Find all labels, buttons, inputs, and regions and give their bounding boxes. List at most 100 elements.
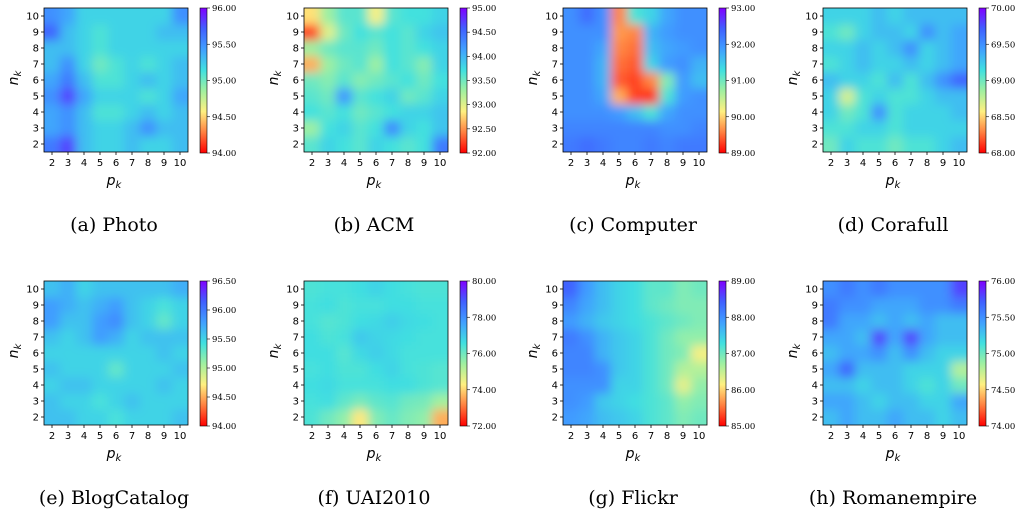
heatmap-cell [903,56,920,73]
heatmap-cell [416,393,433,410]
heatmap-cell [643,24,660,41]
heatmap-cell [823,8,840,25]
y-tick-label: 9 [552,28,558,39]
heatmap-cell [352,40,369,57]
x-tick-label: 7 [389,158,395,169]
heatmap-cell [76,24,93,41]
heatmap-cell [124,40,141,57]
heatmap-cell [400,72,417,89]
heatmap-cell [643,345,660,362]
heatmap-cell [384,72,401,89]
heatmap-cell [400,40,417,57]
heatmap-cell [124,377,141,394]
heatmap-cell [627,297,644,314]
heatmap-cell [416,104,433,121]
heatmap-cell [871,297,888,314]
heatmap-cell [336,104,353,121]
heatmap-cell [855,329,872,346]
heatmap-cell [60,409,77,425]
heatmap-cell [368,345,385,362]
x-tick-label: 2 [568,431,574,442]
colorbar-tick-label: 91.00 [731,77,755,87]
heatmap-cell [903,88,920,105]
heatmap-cell [304,120,321,137]
colorbar-tick-label: 94.00 [472,52,496,62]
heatmap-cell [871,409,888,425]
heatmap-cell [44,136,61,152]
heatmap-cell [903,24,920,41]
heatmap-cell [823,136,840,152]
heatmap-cell [611,8,628,25]
heatmap-cell [563,377,580,394]
heatmap-cell [691,72,707,89]
heatmap-cell [76,120,93,137]
heatmap-cell [304,313,321,330]
heatmap-cell [76,329,93,346]
heatmap-cell [384,120,401,137]
heatmap-cell [124,8,141,25]
heatmap-cell [172,120,188,137]
x-tick-label: 5 [97,431,103,442]
heatmap-cell [563,297,580,314]
heatmap-cell [887,8,904,25]
heatmap-cell [919,56,936,73]
y-tick-label: 5 [293,92,299,103]
colorbar-tick-label: 93.00 [731,4,755,14]
heatmap-cell [887,409,904,425]
heatmap-cell [384,8,401,25]
heatmap-cell [76,393,93,410]
x-tick-label: 3 [65,158,71,169]
heatmap-cell [124,104,141,121]
heatmap-cell [691,88,707,105]
x-tick-label: 7 [648,158,654,169]
x-tick-label: 3 [65,431,71,442]
x-tick-label: 2 [49,431,55,442]
heatmap-cell [108,297,125,314]
heatmap-cell [823,56,840,73]
heatmap-cell [384,313,401,330]
heatmap-cell [595,393,612,410]
heatmap-cell [563,361,580,378]
heatmap-cell [432,104,448,121]
colorbar-tick-label: 96.50 [212,277,236,287]
heatmap-cell [108,409,125,425]
heatmap-cell [108,377,125,394]
heatmap-cell [400,297,417,314]
heatmap-cell [675,56,692,73]
heatmap-cell [320,8,337,25]
heatmap-cell [579,24,596,41]
heatmap-cell [44,361,61,378]
heatmap-cell [643,297,660,314]
heatmap-cell [320,393,337,410]
heatmap-cell [304,409,321,425]
panel-caption: (c) Computer [569,214,698,236]
y-tick-label: 6 [33,349,39,360]
heatmap-cell [839,281,856,298]
heatmap-cell [903,313,920,330]
heatmap-cell [352,297,369,314]
heatmap-cell [579,72,596,89]
y-tick-label: 2 [293,140,299,151]
heatmap-cell [352,361,369,378]
x-tick-label: 8 [924,158,930,169]
heatmap-cell [659,409,676,425]
heatmap-cell [691,393,707,410]
heatmap-cell [935,409,952,425]
y-tick-label: 4 [812,108,818,119]
heatmap-cell [108,120,125,137]
x-tick-label: 5 [616,158,622,169]
heatmap-cell [60,56,77,73]
heatmap-cell [416,345,433,362]
heatmap-cell [304,8,321,25]
heatmap-cell [691,120,707,137]
heatmap-cell [416,88,433,105]
heatmap-cell [951,361,967,378]
heatmap-cell [336,40,353,57]
heatmap-cell [823,40,840,57]
heatmap-cell [76,72,93,89]
heatmap-cell [400,393,417,410]
heatmap-cell [871,40,888,57]
heatmap-cell [643,393,660,410]
heatmap-cell [611,297,628,314]
heatmap-cell [839,345,856,362]
